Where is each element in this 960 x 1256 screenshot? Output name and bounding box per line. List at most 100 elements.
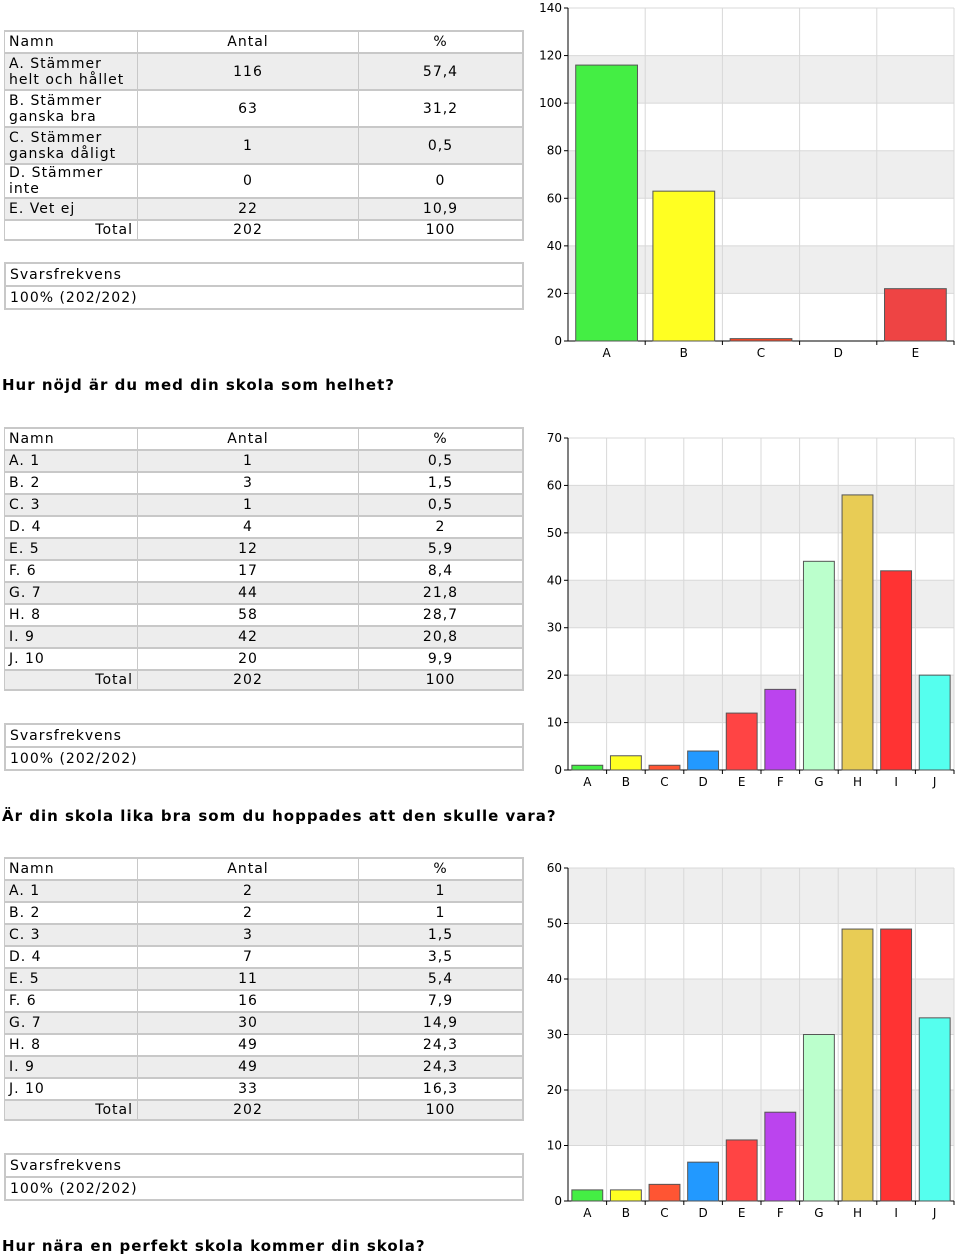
response-rate-table: Svarsfrekvens 100% (202/202) [4,723,524,771]
row-name: C. 3 [4,493,137,515]
y-tick-label: 0 [554,334,562,348]
bar [609,1189,642,1202]
row-percent: 24,3 [358,1033,524,1055]
row-percent: 5,9 [358,537,524,559]
x-tick-label: C [660,775,668,789]
row-name: J. 10 [4,647,137,669]
results-table: Namn Antal % A. 1 1 0,5 B. 2 3 1,5 C. 3 1 0,5 … [4,427,524,691]
column-header-name: Namn [4,857,137,879]
row-percent: 28,7 [358,603,524,625]
bar [841,928,874,1202]
x-tick-label: A [583,1206,592,1220]
column-header-name: Namn [4,427,137,449]
x-tick-label: E [738,775,746,789]
row-percent: 5,4 [358,967,524,989]
bar [764,688,797,771]
y-tick-label: 0 [554,763,562,777]
bar [802,560,835,771]
question-heading: Är din skola lika bra som du hoppades at… [2,807,557,825]
y-tick-label: 30 [547,621,562,635]
bar [571,764,604,771]
column-header-count: Antal [137,427,358,449]
response-rate-label: Svarsfrekvens [4,262,524,285]
row-percent: 1 [358,901,524,923]
x-tick-label: B [622,1206,630,1220]
y-tick-label: 80 [547,144,562,158]
row-percent: 24,3 [358,1055,524,1077]
y-tick-label: 60 [547,861,562,875]
y-tick-label: 40 [547,239,562,253]
row-count: 49 [137,1055,358,1077]
row-percent: 0 [358,163,524,197]
column-header-count: Antal [137,30,358,52]
x-tick-label: A [602,346,611,360]
row-name: I. 9 [4,1055,137,1077]
y-tick-label: 30 [547,1028,562,1042]
row-name: B. Stämmer ganska bra [4,89,137,126]
row-name: D. 4 [4,515,137,537]
grid-band [568,8,954,56]
row-count: 12 [137,537,358,559]
bar [884,288,947,342]
row-name: D. 4 [4,945,137,967]
x-tick-label: E [912,346,920,360]
row-percent: 21,8 [358,581,524,603]
total-count: 202 [137,669,358,691]
row-name: C. 3 [4,923,137,945]
row-percent: 1 [358,879,524,901]
row-percent: 8,4 [358,559,524,581]
row-count: 63 [137,89,358,126]
response-rate-value: 100% (202/202) [4,746,524,771]
row-count: 4 [137,515,358,537]
x-tick-label: C [660,1206,668,1220]
question-heading: Hur nöjd är du med din skola som helhet? [2,376,395,394]
row-count: 44 [137,581,358,603]
bar [880,570,913,771]
y-tick-label: 10 [547,716,562,730]
total-count: 202 [137,1099,358,1121]
row-name: F. 6 [4,559,137,581]
y-tick-label: 20 [547,668,562,682]
total-percent: 100 [358,219,524,241]
bar [764,1111,797,1202]
x-tick-label: F [777,775,784,789]
x-tick-label: B [622,775,630,789]
row-name: F. 6 [4,989,137,1011]
bar [729,338,793,342]
response-rate-value: 100% (202/202) [4,1176,524,1201]
response-rate-value: 100% (202/202) [4,285,524,310]
x-tick-label: D [698,1206,707,1220]
y-tick-label: 50 [547,917,562,931]
x-tick-label: E [738,1206,746,1220]
y-tick-label: 60 [547,191,562,205]
row-count: 2 [137,901,358,923]
row-name: B. 2 [4,901,137,923]
row-percent: 57,4 [358,52,524,89]
total-percent: 100 [358,1099,524,1121]
row-percent: 14,9 [358,1011,524,1033]
x-tick-label: G [814,775,823,789]
x-tick-label: J [932,1206,937,1220]
row-name: E. 5 [4,537,137,559]
row-percent: 31,2 [358,89,524,126]
row-count: 20 [137,647,358,669]
row-name: I. 9 [4,625,137,647]
row-percent: 20,8 [358,625,524,647]
x-tick-label: H [853,1206,862,1220]
bar [575,64,638,342]
row-name: A. 1 [4,449,137,471]
row-percent: 9,9 [358,647,524,669]
row-percent: 10,9 [358,197,524,219]
row-count: 30 [137,1011,358,1033]
row-percent: 1,5 [358,471,524,493]
row-percent: 7,9 [358,989,524,1011]
row-name: C. Stämmer ganska dåligt [4,126,137,163]
row-percent: 1,5 [358,923,524,945]
x-tick-label: I [894,1206,898,1220]
x-tick-label: A [583,775,592,789]
row-percent: 0,5 [358,449,524,471]
bar-chart: 0 10 20 30 40 50 60 70 A B C D E F G H I J [547,431,955,789]
row-name: D. Stämmer inte [4,163,137,197]
row-count: 3 [137,923,358,945]
row-name: B. 2 [4,471,137,493]
